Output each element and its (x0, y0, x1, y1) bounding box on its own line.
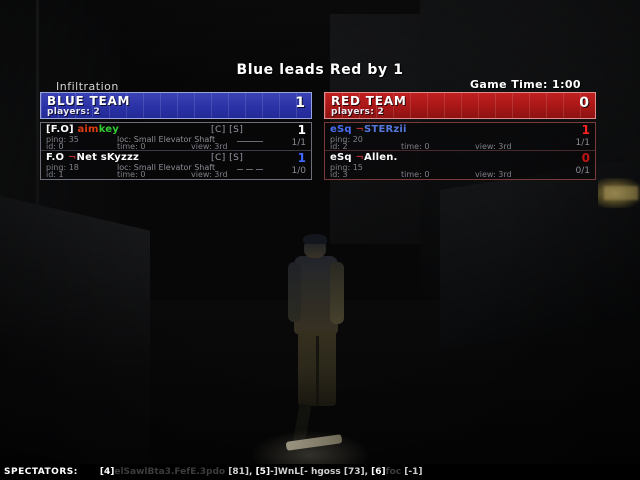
player-row[interactable]: eSq ¬Allen. 0 0/1 ping: 15 id: 3 time: 0 view:… (325, 151, 595, 179)
player-id: id: 3 (330, 170, 348, 179)
player-id: id: 0 (46, 142, 64, 151)
player-score: 1 (297, 151, 306, 165)
spectator-index: [6] (371, 467, 386, 477)
player-clan-tag: eSq (330, 152, 356, 163)
spectator-index: [5] (255, 467, 271, 477)
team-header-stripes (325, 93, 595, 118)
spectator-name: elSawlBta3.FefE.3pdo (114, 467, 229, 477)
player-row[interactable]: F.O ¬Net sKyzzz [C] [S] 1 1/0 ping: 18 id: 1 l… (41, 151, 311, 179)
player-time: time: 0 (117, 170, 146, 179)
player-ping: ping: 18 (46, 163, 79, 172)
team-header-blue: BLUE TEAM players: 2 1 (40, 92, 312, 119)
player-kill-ratio: 1/0 (291, 166, 306, 176)
spectator-score: [-1] (404, 467, 423, 477)
spectators-list: [4]elSawlBta3.FefE.3pdo [81], [5]-]WnL[-… (78, 467, 423, 477)
team-header-stripes (41, 93, 311, 118)
player-id: id: 1 (46, 170, 64, 179)
player-list-blue: [F.O] aimkey [C] [S] 1 1/1 ping: 35 id: 0 loc:… (40, 122, 312, 180)
game-time-label: Game Time: 1:00 (470, 78, 581, 91)
spectator-index: [4] (99, 467, 115, 477)
player-time: time: 0 (401, 142, 430, 151)
player-name-part: ¬ (355, 124, 365, 135)
scoreboard-blue: BLUE TEAM players: 2 1 [F.O] aimkey [C] [S] 1… (40, 92, 312, 180)
player-kill-ratio: 1/1 (575, 138, 590, 148)
player-flags: [C] [S] (211, 125, 244, 135)
spectator-name: -]WnL[- hgoss (270, 467, 344, 477)
player-view-mode: view: 3rd (475, 170, 512, 179)
player-ping: ping: 35 (46, 135, 79, 144)
player-name-part: STERzii (364, 124, 407, 135)
player-flags: [C] [S] (211, 153, 244, 163)
player-name-part: Net sKyzzz (76, 152, 140, 163)
player-list-red: eSq ¬STERzii 1 1/1 ping: 20 id: 2 time: 0 view… (324, 122, 596, 180)
team-name: BLUE TEAM (47, 94, 131, 108)
player-name-part: key (98, 124, 119, 135)
team-score: 0 (579, 95, 589, 111)
team-player-count: players: 2 (331, 107, 385, 117)
player-name: F.O ¬Net sKyzzz (46, 152, 139, 163)
player-kill-ratio: 1/1 (291, 138, 306, 148)
player-location: loc: Small Elevator Shaft (117, 135, 216, 144)
player-row[interactable]: eSq ¬STERzii 1 1/1 ping: 20 id: 2 time: 0 view… (325, 123, 595, 151)
player-time: time: 0 (401, 170, 430, 179)
player-name: [F.O] aimkey (46, 124, 119, 135)
player-clan-tag: [F.O] (46, 124, 78, 135)
player-ping: ping: 20 (330, 135, 363, 144)
player-clan-tag: F.O (46, 152, 68, 163)
player-id: id: 2 (330, 142, 348, 151)
player-score: 0 (581, 151, 590, 165)
spectator-score: [73], (343, 467, 372, 477)
team-score: 1 (295, 95, 305, 111)
match-headline: Blue leads Red by 1 (236, 62, 404, 78)
scoreboard-red: RED TEAM players: 2 0 eSq ¬STERzii 1 1/1 ping:… (324, 92, 596, 180)
spectator-score: [81], (228, 467, 256, 477)
player-health-bar (237, 169, 263, 170)
player-view-mode: view: 3rd (191, 142, 228, 151)
player-clan-tag: eSq (330, 124, 356, 135)
player-view-mode: view: 3rd (191, 170, 228, 179)
spectators-label: SPECTATORS: (4, 467, 78, 477)
player-name: eSq ¬STERzii (330, 124, 407, 135)
spectator-name: foc (385, 467, 405, 477)
player-row[interactable]: [F.O] aimkey [C] [S] 1 1/1 ping: 35 id: 0 loc:… (41, 123, 311, 151)
player-name: eSq ¬Allen. (330, 152, 398, 163)
team-header-red: RED TEAM players: 2 0 (324, 92, 596, 119)
player-score: 1 (297, 123, 306, 137)
player-name-part: ¬ (67, 152, 77, 163)
team-name: RED TEAM (331, 94, 407, 108)
player-location: loc: Small Elevator Shaft (117, 163, 216, 172)
player-kill-ratio: 0/1 (575, 166, 590, 176)
team-player-count: players: 2 (47, 107, 101, 117)
player-ping: ping: 15 (330, 163, 363, 172)
spectators-bar: SPECTATORS: [4]elSawlBta3.FefE.3pdo [81]… (0, 464, 640, 480)
player-name-part: aim (77, 124, 99, 135)
player-name-part: ¬ (355, 152, 365, 163)
player-score: 1 (581, 123, 590, 137)
player-view-mode: view: 3rd (475, 142, 512, 151)
map-name-label: Infiltration (56, 80, 119, 93)
player-time: time: 0 (117, 142, 146, 151)
player-name-part: Allen. (364, 152, 398, 163)
player-health-bar (237, 141, 263, 142)
